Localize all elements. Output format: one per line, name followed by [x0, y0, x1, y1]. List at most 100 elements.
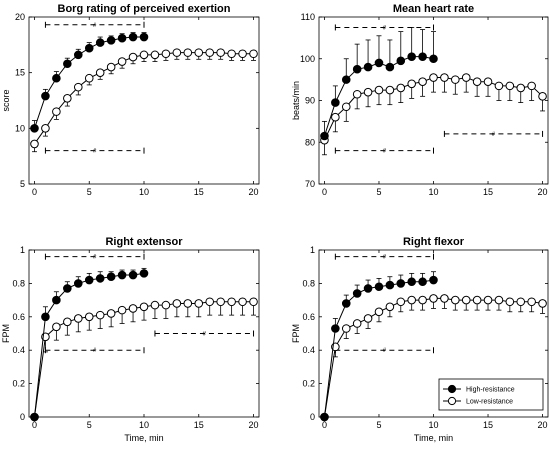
data-point	[396, 279, 406, 288]
y-tick-label: 0	[310, 412, 315, 422]
data-point	[139, 269, 149, 278]
data-point	[538, 299, 547, 308]
data-point	[407, 277, 416, 287]
data-point	[106, 272, 116, 282]
legend-marker	[447, 384, 457, 394]
error-bar	[398, 31, 404, 61]
error-bar	[420, 29, 426, 57]
y-tick-label: 10	[15, 123, 25, 133]
significance-mark: #	[203, 332, 207, 338]
legend-entry: High-resistance	[443, 384, 515, 394]
data-point	[494, 295, 504, 305]
x-tick-label: 0	[32, 420, 37, 430]
data-point	[216, 48, 225, 57]
data-point	[128, 52, 138, 62]
legend-box	[438, 378, 544, 411]
data-point	[128, 270, 138, 280]
data-point	[117, 305, 127, 315]
y-tick-label: 0.8	[12, 278, 25, 288]
data-point	[52, 73, 61, 83]
data-point	[106, 309, 116, 318]
data-point	[429, 54, 438, 64]
series-line	[33, 272, 145, 418]
chart-title: Mean heart rate	[393, 3, 474, 15]
data-point	[352, 319, 362, 328]
data-point	[374, 307, 384, 317]
x-axis-label: Time, min	[124, 433, 163, 443]
data-point	[352, 64, 362, 74]
data-point	[341, 75, 351, 84]
y-axis-label: FPM	[1, 324, 11, 343]
significance-mark: #	[383, 348, 387, 354]
x-tick-label: 15	[483, 187, 493, 197]
data-point	[73, 50, 83, 60]
data-point	[472, 77, 482, 87]
data-point	[73, 82, 83, 92]
data-point	[194, 299, 204, 308]
y-tick-label: 0.4	[12, 345, 25, 355]
data-point	[516, 83, 526, 93]
data-point	[320, 412, 329, 422]
y-tick-label: 1	[310, 245, 315, 255]
axes-frame	[28, 16, 260, 185]
data-point	[63, 59, 72, 69]
significance-bracket: #	[154, 330, 255, 338]
data-point	[41, 312, 50, 322]
data-point	[429, 294, 438, 303]
significance-bracket: #	[334, 253, 434, 261]
data-point	[84, 275, 94, 285]
data-point	[238, 297, 247, 307]
data-point	[527, 81, 536, 91]
y-tick-label: 0.8	[302, 278, 315, 288]
data-point	[396, 83, 406, 93]
data-point	[117, 270, 127, 280]
y-tick-label: 100	[300, 54, 315, 64]
x-tick-label: 15	[194, 420, 204, 430]
significance-mark: #	[383, 25, 387, 31]
y-tick-label: 0.6	[302, 312, 315, 322]
data-point	[63, 284, 72, 293]
subplot-4: 0 5 10 15 20 0 0.2 0.4 0.6 0.8 1 Right flexor Time, …	[291, 236, 549, 443]
y-tick-label: 0.4	[302, 345, 315, 355]
significance-bracket: #	[44, 253, 145, 261]
data-point	[227, 49, 236, 59]
data-point	[216, 297, 225, 307]
series-low-resistance	[30, 48, 258, 153]
data-point	[363, 62, 373, 72]
data-point	[505, 297, 515, 307]
significance-mark: #	[93, 149, 97, 155]
x-tick-label: 0	[32, 187, 37, 197]
data-point	[363, 284, 373, 293]
significance-bracket: #	[334, 147, 434, 155]
x-tick-label: 10	[428, 187, 438, 197]
data-point	[385, 302, 395, 312]
data-point	[352, 89, 362, 99]
legend-marker	[447, 396, 457, 406]
data-point	[538, 92, 547, 101]
data-point	[494, 81, 504, 91]
significance-bracket: #	[334, 24, 434, 31]
data-point	[472, 295, 482, 305]
data-point	[117, 57, 127, 66]
data-point	[407, 79, 416, 89]
data-point	[106, 36, 116, 45]
data-point	[205, 48, 215, 57]
significance-mark: #	[492, 132, 496, 138]
x-tick-label: 0	[322, 187, 327, 197]
data-point	[172, 299, 182, 308]
x-tick-label: 0	[322, 420, 327, 430]
significance-mark: #	[383, 149, 387, 155]
x-tick-label: 20	[538, 187, 548, 197]
x-tick-label: 15	[194, 187, 204, 197]
data-point	[227, 297, 236, 307]
y-tick-label: 90	[305, 96, 315, 106]
x-tick-label: 10	[139, 187, 149, 197]
series-high-resistance	[30, 267, 149, 422]
data-point	[63, 317, 72, 327]
y-tick-label: 0.6	[12, 312, 25, 322]
significance-mark: #	[93, 23, 97, 29]
significance-mark: #	[383, 255, 387, 261]
y-tick-label: 80	[305, 137, 315, 147]
data-point	[418, 295, 427, 305]
